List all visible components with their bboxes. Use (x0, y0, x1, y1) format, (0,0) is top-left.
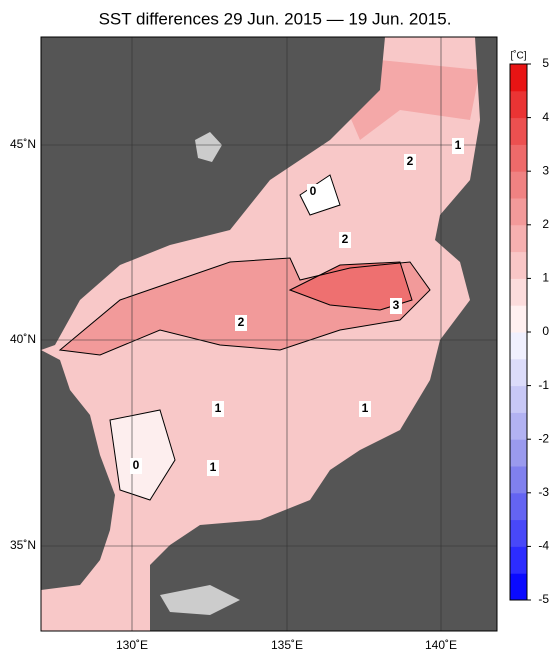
contour-label-bg (359, 401, 371, 417)
colorbar-swatch (510, 519, 527, 547)
colorbar-tick-label: -4 (538, 539, 549, 553)
contour-label-bg (339, 232, 351, 248)
warm-core (290, 262, 412, 310)
land-korea (41, 350, 115, 590)
colorbar-swatch (510, 332, 527, 360)
land-hokkaido (435, 37, 497, 300)
frame (40, 36, 498, 632)
map (41, 37, 497, 631)
colorbar-swatch (510, 64, 527, 92)
colorbar-swatch (510, 278, 527, 306)
colorbar-swatch (510, 305, 527, 333)
title: SST differences 29 Jun. 2015 — 19 Jun. 2… (99, 9, 452, 28)
land-asia (41, 37, 385, 350)
contour-label: 2 (407, 154, 414, 168)
colorbar-tick-label: 4 (542, 110, 549, 124)
colorbar-tick-label: 1 (542, 271, 549, 285)
colorbar-tick-label: 2 (542, 217, 549, 231)
colorbar-swatch (510, 573, 527, 601)
cool-spot (300, 175, 340, 215)
colorbar-unit: [˚C] (510, 50, 526, 62)
colorbar-swatch (510, 117, 527, 145)
contour-label: 3 (393, 298, 400, 312)
colorbar-tick-label: -5 (538, 592, 549, 606)
colorbar-swatch (510, 224, 527, 253)
lat-label: 40˚N (10, 332, 36, 346)
contour-label: 1 (455, 138, 462, 152)
lon-label: 135˚E (271, 638, 303, 652)
colorbar-swatch (510, 251, 527, 279)
contour-label-bg (212, 401, 224, 417)
colorbar-swatch (510, 492, 527, 521)
contour-label: 1 (210, 460, 217, 474)
axis-labels: 45˚N 40˚N 35˚N 130˚E 135˚E 140˚E 1 2 0 2 3 2 1 1 0 1 (10, 137, 464, 652)
colorbar-tick-label: -1 (538, 378, 549, 392)
colorbar: [˚C] 5 4 3 2 1 0 -1 -2 -3 -4 -5 (509, 50, 549, 606)
colorbar-tick-label: -2 (538, 431, 549, 445)
colorbar-swatch (510, 412, 527, 440)
land-honshu (150, 300, 497, 631)
inland-sea (160, 585, 240, 615)
contours (58, 174, 431, 501)
lat-label: 35˚N (10, 538, 36, 552)
contour-label: 1 (215, 401, 222, 415)
lon-label: 140˚E (425, 638, 457, 652)
cool-region (110, 410, 175, 500)
colorbar-swatch (510, 144, 527, 172)
contour-label-bg (207, 460, 219, 476)
colorbar-swatch (510, 546, 527, 574)
graticule (41, 37, 497, 631)
colorbar-tick-label: 5 (542, 56, 549, 70)
lon-label: 130˚E (116, 638, 148, 652)
colorbar-tick-label: -3 (538, 485, 549, 499)
contour-label: 2 (238, 315, 245, 329)
contour-label: 0 (133, 458, 140, 472)
colorbar-swatch (510, 358, 527, 387)
contour-label-bg (390, 298, 402, 314)
contour-label-bg (452, 138, 464, 154)
colorbar-swatch (510, 385, 527, 413)
lake (195, 132, 222, 162)
lat-label: 45˚N (10, 137, 36, 151)
contour-label-bg (307, 184, 319, 200)
colorbar-swatch (510, 439, 527, 467)
contour-label: 0 (310, 184, 317, 198)
contour-label: 2 (342, 232, 349, 246)
colorbar-swatch (510, 198, 527, 226)
colorbar-swatch (510, 90, 527, 119)
colorbar-swatch (510, 171, 527, 199)
colorbar-tick-label: 0 (542, 324, 549, 338)
colorbar-swatch (510, 466, 527, 494)
contour-label-bg (404, 154, 416, 170)
colorbar-tick-label: 3 (542, 163, 549, 177)
contour-label-bg (130, 458, 142, 474)
contour-label-bg (235, 315, 247, 331)
contour-label: 1 (362, 401, 369, 415)
